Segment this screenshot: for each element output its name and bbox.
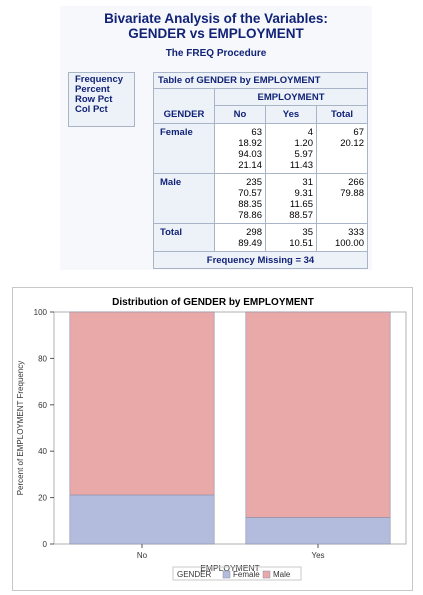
cell-value: 18.92 [238,138,262,149]
cell-value: 5.97 [294,149,314,160]
legend-row-pct: Row Pct [75,94,113,105]
y-tick-label: 20 [38,494,47,503]
cell-value: 235 [246,177,262,188]
cell-value: 31 [302,177,313,188]
cell-female-no: 63 18.92 94.03 21.14 [214,123,266,174]
y-tick-label: 100 [34,308,48,317]
cell-value: 88.35 [238,199,262,210]
legend-label-female: Female [233,570,260,579]
legend-frame [172,566,302,581]
legend-label-male: Male [273,570,291,579]
bar-male-yes [245,311,391,518]
legend-swatch-female [222,570,231,579]
legend-frequency: Frequency [75,74,124,85]
x-axis-label: EMPLOYMENT [200,563,260,573]
legend-title: GENDER [177,570,211,579]
table-caption: Table of GENDER by EMPLOYMENT [153,72,368,89]
report-title-line1: Bivariate Analysis of the Variables: [104,11,328,26]
cell-female-yes: 4 1.20 5.97 11.43 [265,123,317,174]
table-row: Female 63 18.92 94.03 21.14 4 1.20 5.97 … [153,123,368,174]
bar-female-yes [245,517,391,545]
cell-value: 88.57 [289,210,313,221]
cell-value: 21.14 [238,160,262,171]
table-row: Male 235 70.57 88.35 78.86 31 9.31 11.65… [153,173,368,224]
procedure-title: The FREQ Procedure [165,48,267,59]
y-tick-label: 60 [38,401,47,410]
row-label-male: Male [153,173,215,224]
cell-value: 333 [348,227,364,238]
column-header-total: Total [316,105,368,124]
column-header-yes: Yes [265,105,317,124]
chart-title: Distribution of GENDER by EMPLOYMENT [112,297,314,308]
stacked-bar-chart: Distribution of GENDER by EMPLOYMENT 0 20 4… [16,297,407,581]
chart-frame: Distribution of GENDER by EMPLOYMENT 0 20 4… [12,287,413,591]
cell-total-total: 333 100.00 [316,223,368,252]
table-row: Total 298 89.49 35 10.51 333 100.00 [153,223,368,252]
cell-value: 89.49 [238,238,262,249]
cell-value: 298 [246,227,262,238]
bar-female-no [69,494,215,545]
cell-value: 35 [302,227,313,238]
cell-value: 10.51 [289,238,313,249]
y-tick-label: 0 [43,540,48,549]
legend-percent: Percent [75,84,110,95]
cell-value: 63 [251,127,262,138]
cell-value: 79.88 [340,188,364,199]
cell-value: 11.43 [289,160,313,171]
cell-value: 67 [353,127,364,138]
cell-value: 11.65 [289,199,313,210]
cell-female-total: 67 20.12 [316,123,368,174]
legend-swatch-male [262,570,271,579]
freq-results-panel: Bivariate Analysis of the Variables: GEN… [60,6,372,270]
y-tick-label: 80 [38,354,47,363]
row-label-total: Total [153,223,215,252]
y-tick-label: 40 [38,447,47,456]
cell-value: 100.00 [334,238,364,249]
legend-col-pct: Col Pct [75,104,108,115]
row-variable-header: GENDER [153,88,215,124]
cell-value: 78.86 [238,210,262,221]
plot-area-border [53,311,407,545]
cell-male-yes: 31 9.31 11.65 88.57 [265,173,317,224]
column-header-no: No [214,105,266,124]
column-group-header: EMPLOYMENT [214,88,368,106]
cell-total-no: 298 89.49 [214,223,266,252]
cell-value: 4 [307,127,313,138]
cell-value: 20.12 [340,138,364,149]
frequency-missing-footer: Frequency Missing = 34 [153,251,368,269]
cell-value: 70.57 [238,188,262,199]
report-title-line2: GENDER vs EMPLOYMENT [128,26,304,41]
crosstab-table: Table of GENDER by EMPLOYMENT GENDER EMP… [153,72,368,269]
cell-value: 266 [348,177,364,188]
y-axis-label: Percent of EMPLOYMENT Frequency [16,361,25,496]
cell-value: 9.31 [294,188,314,199]
cell-value: 94.03 [238,149,262,160]
bar-male-no [69,311,215,496]
cell-contents-legend: Frequency Percent Row Pct Col Pct [68,72,135,127]
cell-male-total: 266 79.88 [316,173,368,224]
row-label-female: Female [153,123,215,174]
cell-total-yes: 35 10.51 [265,223,317,252]
x-tick-label: Yes [311,551,324,560]
cell-value: 1.20 [294,138,314,149]
x-tick-label: No [137,551,148,560]
cell-male-no: 235 70.57 88.35 78.86 [214,173,266,224]
